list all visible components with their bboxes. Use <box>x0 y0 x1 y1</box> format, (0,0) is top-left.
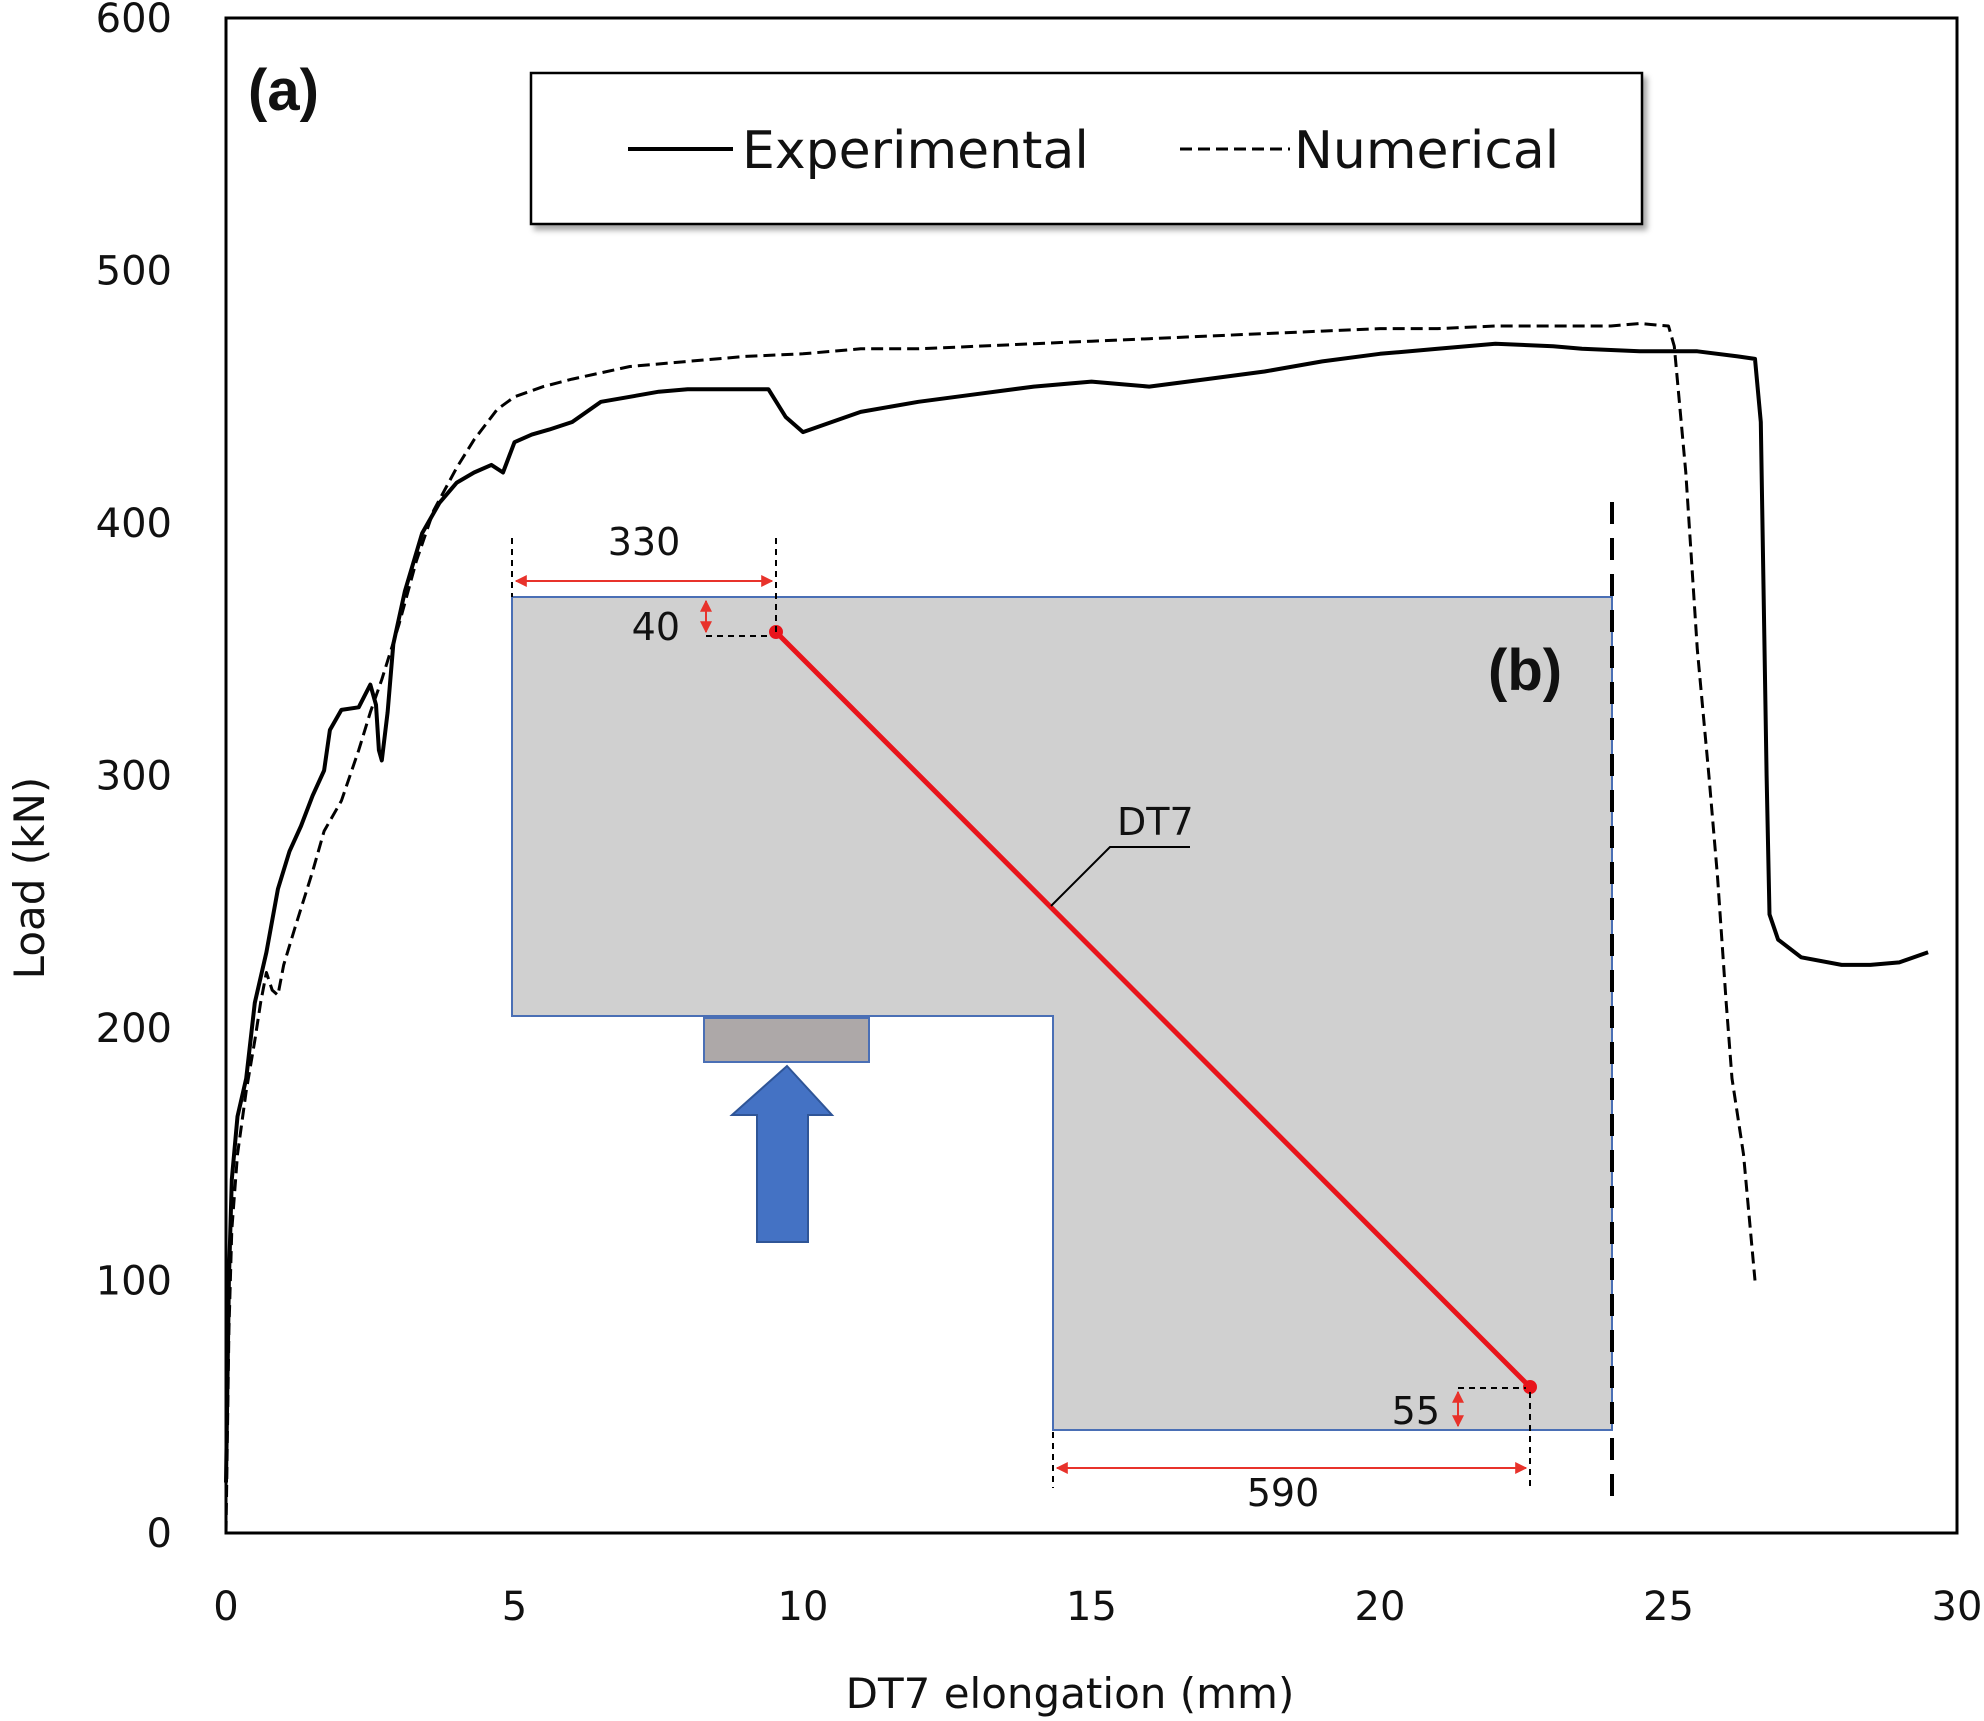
legend-label-experimental: Experimental <box>742 121 1089 181</box>
x-tick-label: 5 <box>502 1584 527 1630</box>
y-tick-label: 600 <box>96 0 172 42</box>
series-line-numerical <box>224 322 1757 1534</box>
x-tick-label: 0 <box>213 1584 238 1630</box>
y-axis-ticks: 0 100 200 300 400 500 600 <box>96 0 172 1557</box>
y-tick-label: 400 <box>96 501 172 547</box>
panel-label-b: (b) <box>1488 638 1562 703</box>
x-tick-label: 25 <box>1643 1584 1694 1630</box>
panel-label-a: (a) <box>248 58 319 123</box>
dim-330-label: 330 <box>608 520 681 564</box>
dt7-leader <box>1050 846 1190 907</box>
dim-590-label: 590 <box>1247 1471 1320 1515</box>
load-arrow-icon <box>729 1064 835 1243</box>
legend: Experimental Numerical <box>529 71 1644 226</box>
y-tick-label: 100 <box>96 1259 172 1305</box>
inset-diagram: DT7 330 40 55 590 (b) <box>511 502 1614 1515</box>
bearing-plate <box>703 1017 870 1063</box>
dim-55-label: 55 <box>1392 1389 1440 1433</box>
x-tick-label: 10 <box>778 1584 829 1630</box>
x-axis-ticks: 0 5 10 15 20 25 30 <box>213 1584 1982 1630</box>
y-tick-label: 0 <box>147 1511 172 1557</box>
dt7-label: DT7 <box>1117 800 1194 844</box>
y-tick-label: 300 <box>96 754 172 800</box>
dt7-node-bottom <box>1523 1380 1537 1394</box>
x-tick-label: 15 <box>1066 1584 1117 1630</box>
section-body <box>511 596 1613 1431</box>
series-line-experimental <box>224 341 1929 1483</box>
y-axis-title: Load (kN) <box>5 777 54 980</box>
y-tick-label: 200 <box>96 1006 172 1052</box>
x-axis-title: DT7 elongation (mm) <box>846 1669 1295 1718</box>
legend-label-numerical: Numerical <box>1294 121 1559 181</box>
dim-40-label: 40 <box>632 605 680 649</box>
x-tick-label: 30 <box>1932 1584 1983 1630</box>
dt7-member <box>774 630 1532 1389</box>
y-tick-label: 500 <box>96 249 172 295</box>
x-tick-label: 20 <box>1355 1584 1406 1630</box>
series-layer <box>224 322 1929 1534</box>
